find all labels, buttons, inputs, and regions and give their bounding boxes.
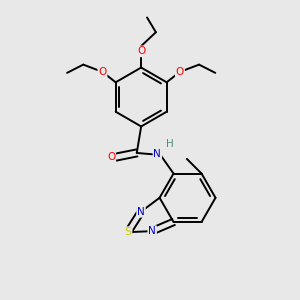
Text: N: N — [154, 149, 161, 159]
Text: S: S — [124, 227, 131, 237]
Text: O: O — [107, 152, 115, 162]
Text: N: N — [148, 226, 156, 236]
Text: N: N — [137, 207, 145, 217]
Text: O: O — [137, 46, 145, 56]
Text: H: H — [166, 139, 174, 149]
Text: O: O — [176, 67, 184, 77]
Text: O: O — [98, 67, 106, 77]
